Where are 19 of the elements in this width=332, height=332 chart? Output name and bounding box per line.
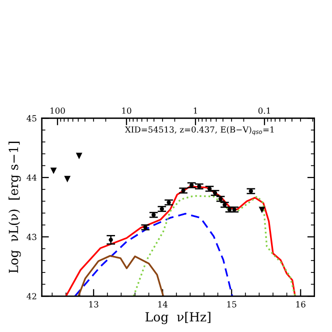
line-series <box>78 254 164 296</box>
x2-tick-label: 0.1 <box>258 107 270 114</box>
x-tick-label: 14 <box>158 301 168 308</box>
line-series <box>132 195 296 296</box>
line-series <box>74 212 234 296</box>
x-tick-label: 15 <box>227 301 236 308</box>
y-tick-label: 45 <box>26 115 36 122</box>
annotation: XID=54513, z=0.437, E(B−V)$_{qso}$=1 <box>125 126 274 136</box>
x-tick-label: 13 <box>89 301 98 308</box>
x-tick-label: 16 <box>296 301 306 308</box>
y-tick-label: 43 <box>26 234 36 240</box>
x2-tick-label: 1 <box>194 107 197 114</box>
x-axis-title: Log ν[Hz] <box>146 312 210 324</box>
y-axis-title: Log νL(ν) [erg s−1] <box>8 142 21 273</box>
y-tick-label: 44 <box>26 174 37 181</box>
point <box>50 168 56 174</box>
y-tick-label: 42 <box>26 293 36 300</box>
x2-tick-label: 10 <box>122 107 132 114</box>
x2-tick-label: 100 <box>50 107 65 114</box>
